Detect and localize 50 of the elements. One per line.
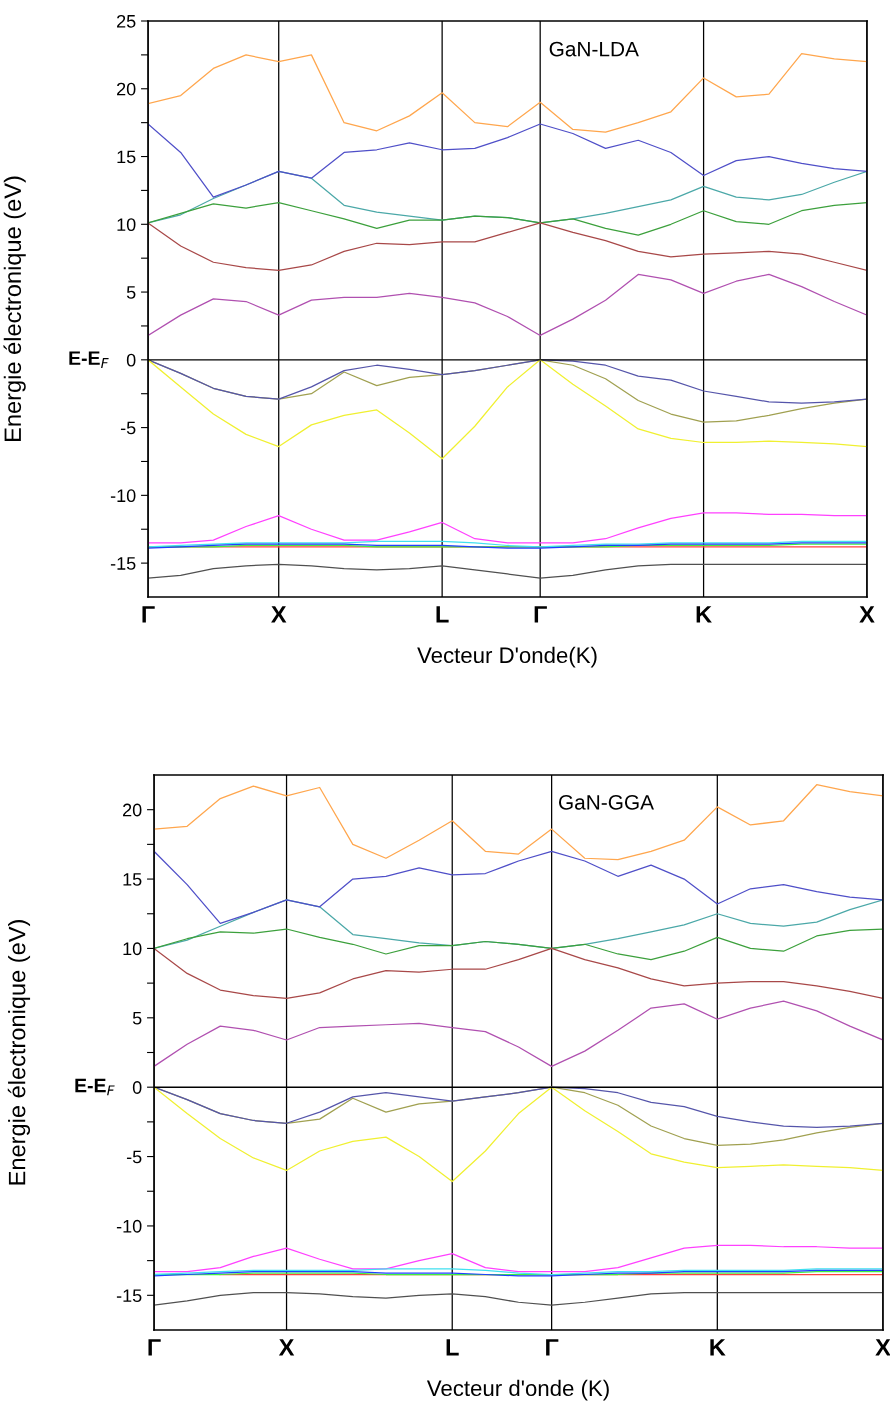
y-tick-label: -10 (116, 1219, 142, 1233)
y-tick-label: 25 (117, 14, 136, 28)
line-series (154, 1244, 883, 1273)
y-tick-label: -15 (110, 557, 136, 570)
x-tick-label: Γ (546, 1339, 559, 1356)
x-tick-label: Γ (142, 606, 155, 623)
x-tick-label: X (859, 606, 875, 623)
line-series (148, 563, 867, 579)
line-series (148, 123, 867, 198)
x-tick-label: X (875, 1339, 890, 1356)
line-series (148, 273, 867, 337)
y-tick-label: 0 (126, 353, 136, 367)
y-tick-label: -5 (126, 1150, 142, 1164)
x-tick-label: Γ (148, 1339, 161, 1356)
y-tick-label: -5 (120, 421, 136, 435)
ref-line-label: E-E$_{F}$ (69, 351, 109, 368)
y-axis-title: Energie électronique (eV) (3, 176, 26, 441)
y-tick-label: -10 (110, 489, 136, 503)
text: GaN-GGA (558, 794, 654, 810)
x-tick-label: Γ (534, 606, 547, 623)
line-series (154, 947, 883, 1000)
x-tick-label: X (278, 1339, 295, 1356)
line-series (148, 201, 867, 236)
line-series (154, 850, 883, 925)
y-tick-label: 15 (123, 873, 142, 886)
x-tick-label: L (436, 606, 449, 623)
y-tick-label: 10 (117, 218, 136, 232)
line-series (148, 512, 867, 544)
x-axis-title: Vecteur D'onde(K) (417, 646, 597, 668)
line-series (154, 1000, 883, 1067)
y-tick-label: 5 (132, 1011, 142, 1025)
x-tick-label: X (271, 606, 287, 623)
y-tick-label: 10 (123, 942, 142, 956)
line-series (154, 928, 883, 961)
x-axis-title: Vecteur d'onde (K) (426, 1379, 609, 1401)
x-tick-label: K (696, 606, 712, 623)
y-tick-label: 5 (126, 286, 136, 299)
ref-line-label: E-E$_{F}$ (75, 1078, 115, 1096)
y-tick-label: 20 (117, 82, 136, 96)
line-series (148, 222, 867, 271)
y-tick-label: 0 (132, 1081, 142, 1094)
text: GaN-LDA (549, 41, 639, 57)
y-tick-label: 15 (117, 150, 136, 164)
y-tick-label: 20 (123, 803, 142, 817)
x-tick-label: K (710, 1339, 726, 1356)
y-tick-label: -15 (116, 1289, 142, 1303)
x-tick-label: L (446, 1339, 459, 1356)
line-series (154, 784, 883, 861)
line-series (154, 1291, 883, 1306)
y-axis-title: Energie électronique (eV) (7, 920, 31, 1185)
